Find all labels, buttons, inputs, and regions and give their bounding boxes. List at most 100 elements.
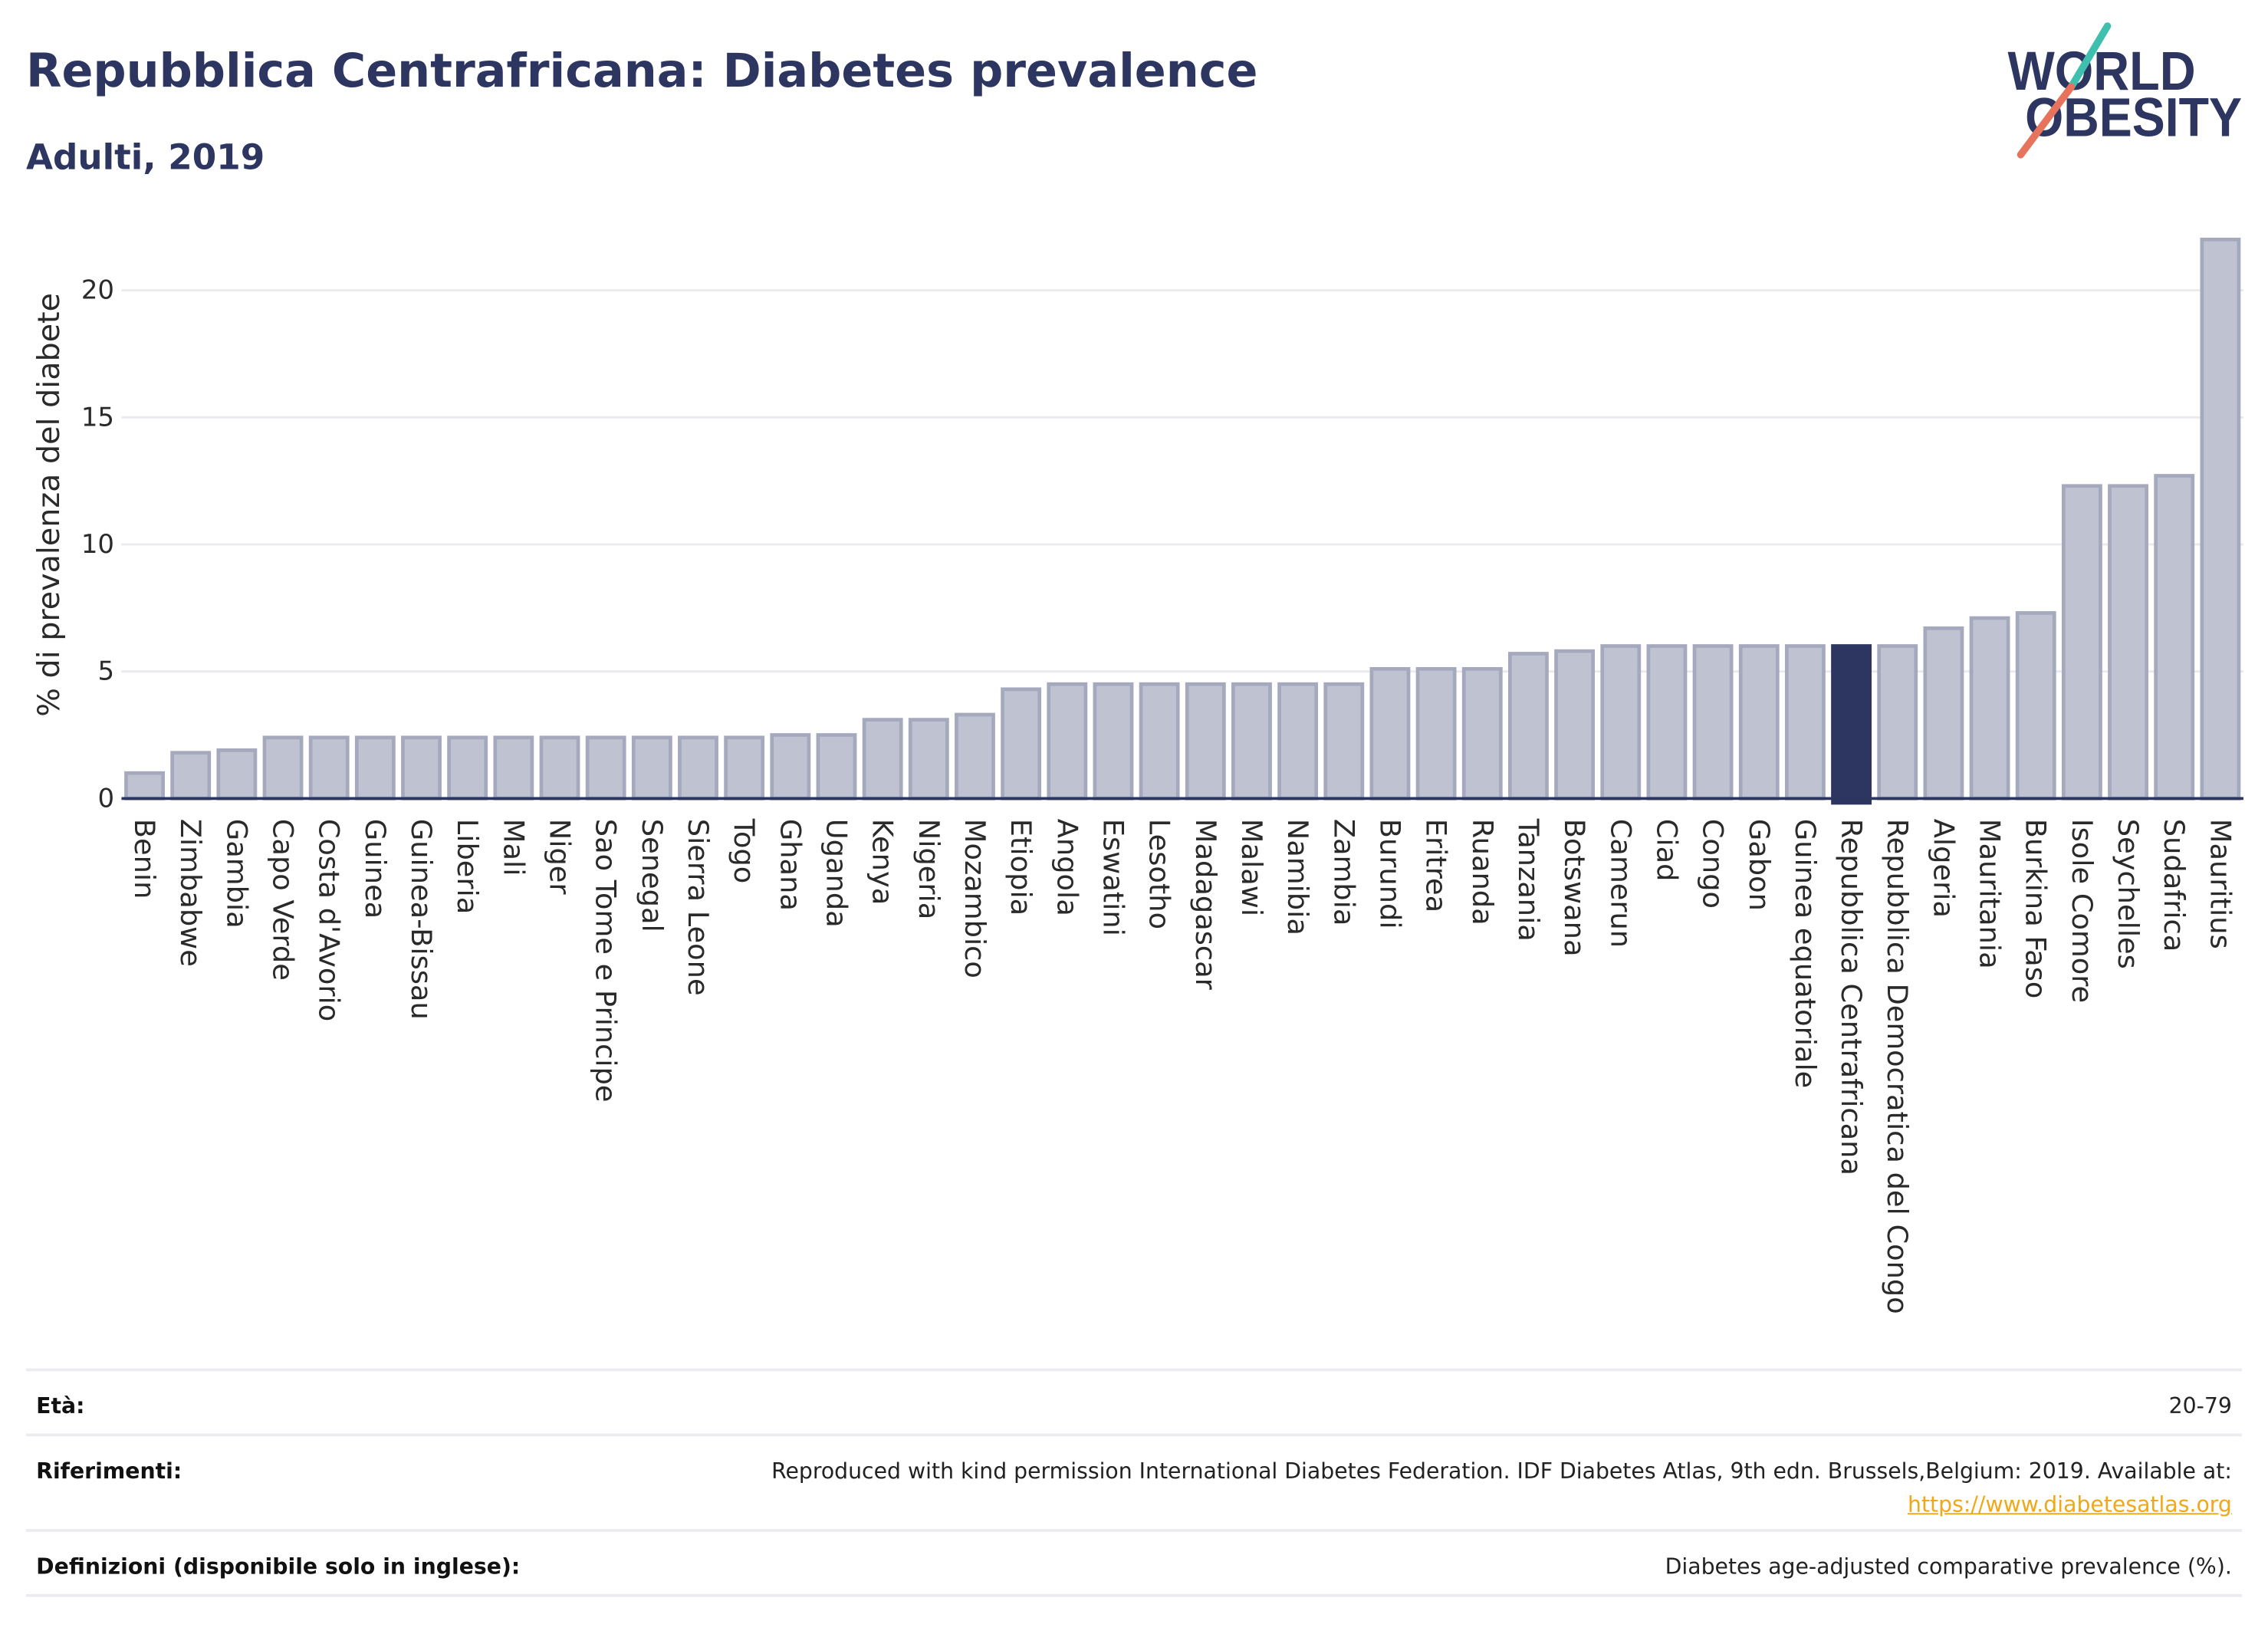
bar-zimbabwe [170, 751, 212, 801]
bar-namibia [1277, 682, 1319, 801]
bar-botswana [1554, 649, 1596, 801]
bar-seychelles [2108, 484, 2148, 801]
x-tick-label: Isole Comore [2066, 819, 2099, 1003]
bar-togo [724, 735, 765, 801]
bar-sao-tome-e-principe [585, 735, 626, 801]
info-row-references: Riferimenti: Reproduced with kind permis… [25, 1436, 2243, 1532]
x-tick-label: Seychelles [2112, 819, 2145, 969]
x-tick-label: Togo [728, 818, 761, 884]
bar-madagascar [1185, 682, 1226, 801]
bar-malawi [1231, 682, 1272, 801]
x-tick-label: Sao Tome e Principe [590, 819, 623, 1103]
bar-ruanda [1461, 666, 1503, 801]
age-label: Età: [36, 1392, 85, 1419]
bar-niger [539, 735, 580, 801]
x-tick-label: Mali [497, 819, 530, 876]
x-tick-label: Burundi [1373, 819, 1406, 929]
x-tick-label: Uganda [820, 819, 853, 928]
x-tick-label: Namibia [1281, 819, 1314, 935]
x-tick-label: Guinea equatoriale [1789, 819, 1822, 1089]
y-tick-label: 0 [97, 783, 114, 814]
y-tick-label: 5 [97, 656, 114, 687]
gridlines [121, 289, 2243, 673]
bar-chart: 0 5 10 15 20 Benin Zimbabwe Gambia Capo Verde Co… [31, 237, 2243, 1314]
x-tick-label: Botswana [1558, 819, 1591, 957]
x-tick-label: Burkina Faso [2020, 819, 2053, 999]
bar-algeria [1923, 626, 1964, 801]
bar-camerun [1600, 644, 1642, 801]
bar-tanzania [1508, 652, 1549, 801]
references-value: Reproduced with kind permission Internat… [771, 1455, 2232, 1522]
bar-etiopia [1001, 687, 1042, 801]
logo-text-world: WORLD [2007, 41, 2195, 102]
bar-senegal [631, 735, 672, 801]
x-tick-label: Ciad [1650, 819, 1683, 882]
x-tick-label: Tanzania [1512, 818, 1545, 942]
bar-ciad [1646, 644, 1688, 801]
bars [124, 237, 2241, 805]
bar-angola [1047, 682, 1088, 801]
x-tick-label: Nigeria [912, 819, 945, 920]
bar-zambia [1323, 682, 1365, 801]
x-tick-label: Capo Verde [267, 819, 300, 981]
chart-title: Repubblica Centrafricana: Diabetes preva… [25, 43, 1258, 99]
x-tick-label: Mauritania [1974, 819, 2007, 969]
x-tick-label: Camerun [1604, 819, 1637, 948]
x-tick-label: Madagascar [1189, 819, 1222, 991]
x-tick-label: Sierra Leone [682, 819, 715, 996]
bar-gambia [216, 748, 258, 801]
bar-mozambico [955, 712, 995, 801]
x-axis-ticks: Benin Zimbabwe Gambia Capo Verde Costa d'Avo… [128, 818, 2237, 1314]
x-tick-label: Angola [1050, 819, 1083, 916]
bar-nigeria [908, 718, 949, 801]
bar-mauritius [2200, 237, 2241, 801]
x-tick-label: Malawi [1235, 819, 1268, 916]
x-tick-label: Ghana [774, 819, 807, 911]
definitions-label: Definizioni (disponibile solo in inglese… [36, 1553, 521, 1580]
x-tick-label: Zambia [1327, 819, 1360, 926]
bar-uganda [816, 733, 857, 801]
y-axis-ticks: 0 5 10 15 20 [81, 275, 114, 814]
diabetes-atlas-link[interactable]: https://www.diabetesatlas.org [1908, 1491, 2232, 1517]
bar-lesotho [1139, 682, 1180, 801]
bar-kenya [862, 718, 903, 801]
x-tick-label: Mauritius [2204, 819, 2237, 949]
bar-isole-comore [2061, 484, 2102, 801]
x-tick-label: Eswatini [1096, 819, 1129, 936]
bar-mauritania [1969, 616, 2010, 801]
bar-capo-verde [262, 735, 304, 801]
y-tick-label: 20 [81, 275, 114, 306]
bar-ghana [770, 733, 811, 801]
x-tick-label: Mozambico [958, 819, 991, 978]
y-tick-label: 10 [81, 529, 114, 560]
references-label: Riferimenti: [36, 1458, 182, 1484]
x-tick-label: Lesotho [1143, 819, 1176, 929]
x-tick-label: Zimbabwe [174, 819, 207, 967]
definitions-value: Diabetes age-adjusted comparative preval… [1665, 1553, 2232, 1580]
bar-burundi [1369, 666, 1411, 801]
bar-repubblica-democratica-del-congo [1877, 644, 1918, 801]
bar-eswatini [1093, 682, 1134, 801]
logo-slash-teal [2067, 22, 2112, 90]
info-table: Età: 20-79 Riferimenti: Reproduced with … [25, 1368, 2243, 1597]
bar-congo [1692, 644, 1734, 801]
bar-sudafrica [2154, 474, 2195, 801]
x-tick-label: Algeria [1927, 819, 1960, 918]
bar-liberia [447, 735, 488, 801]
bar-costa-d-avorio [308, 735, 350, 801]
x-tick-label: Gambia [220, 819, 253, 929]
x-tick-label: Eritrea [1420, 819, 1453, 912]
x-tick-label: Costa d'Avorio [313, 819, 346, 1021]
x-tick-label: Niger [544, 819, 577, 896]
bar-mali [493, 735, 534, 801]
x-tick-label: Kenya [866, 819, 899, 905]
x-tick-label: Congo [1697, 819, 1730, 909]
x-tick-label: Guinea-Bissau [405, 819, 438, 1020]
logo-slash-coral [2017, 83, 2076, 159]
world-obesity-logo: WORLD OBESITY [2007, 22, 2242, 159]
x-tick-label: Liberia [451, 819, 484, 915]
info-row-definitions: Definizioni (disponibile solo in inglese… [25, 1532, 2243, 1597]
bar-repubblica-centrafricana [1831, 644, 1872, 805]
x-tick-label: Repubblica Democratica del Congo [1881, 819, 1914, 1314]
